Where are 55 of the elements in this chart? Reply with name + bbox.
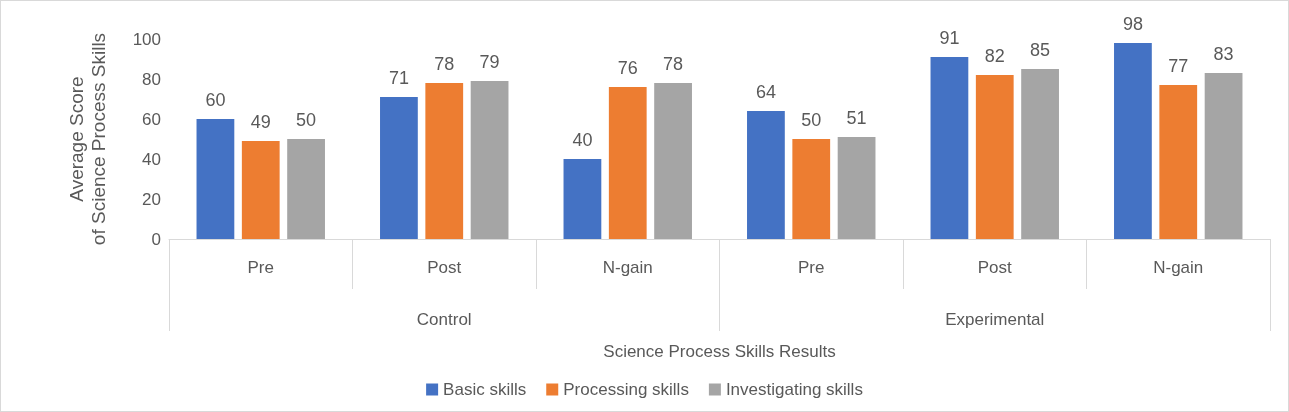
- bar: [608, 87, 647, 239]
- text: Experimental: [945, 310, 1045, 329]
- y-tick-label: 20: [142, 189, 161, 209]
- data-label: 98: [1122, 14, 1143, 34]
- legend-label: Investigating skills: [725, 380, 863, 399]
- data-label: 79: [479, 52, 500, 72]
- data-label: 51: [846, 108, 867, 128]
- bar: [792, 139, 831, 239]
- data-label: 50: [296, 110, 317, 130]
- bar: [380, 97, 418, 239]
- y-tick-label: 100: [132, 29, 161, 49]
- data-label: 82: [984, 46, 1005, 66]
- data-label: 78: [434, 54, 455, 74]
- legend-label: Basic skills: [443, 380, 527, 399]
- bar: [930, 57, 969, 239]
- bar: [1114, 43, 1152, 239]
- x-tick-label: Post: [977, 258, 1013, 277]
- data-label: 49: [250, 112, 271, 132]
- data-label: 78: [663, 54, 684, 74]
- y-tick-label: 40: [142, 149, 161, 169]
- x-tick-label: Pre: [798, 258, 825, 277]
- bar: [837, 137, 876, 239]
- bar: [1159, 85, 1198, 239]
- bar: [196, 119, 235, 239]
- data-label: 71: [388, 68, 409, 88]
- bar: [1204, 73, 1243, 239]
- x-tick-label: N-gain: [602, 258, 653, 277]
- bar: [1021, 69, 1059, 239]
- x-tick-label: Pre: [247, 258, 274, 277]
- y-tick-label: 80: [142, 69, 161, 89]
- data-label: 83: [1213, 44, 1234, 64]
- x-tick-label: Post: [427, 258, 462, 277]
- data-label: 40: [572, 130, 593, 150]
- bar: [563, 159, 602, 239]
- text: Control: [416, 310, 472, 329]
- legend-label: Processing skills: [563, 380, 689, 399]
- data-label: 60: [205, 90, 226, 110]
- x-tick-label: N-gain: [1153, 258, 1204, 277]
- x-axis-title: Science Process Skills Results: [603, 342, 836, 361]
- data-label: 76: [617, 58, 638, 78]
- data-label: 64: [755, 82, 776, 102]
- data-label: 85: [1030, 40, 1051, 60]
- data-label: 50: [801, 110, 822, 130]
- y-axis-title: Average Score of Science Process Skills: [65, 32, 109, 246]
- bar: [470, 81, 509, 239]
- bar: [241, 141, 280, 239]
- data-label: 91: [939, 28, 960, 48]
- y-tick-label: 0: [151, 229, 161, 249]
- y-tick-label: 60: [142, 109, 161, 129]
- bar: [425, 83, 464, 239]
- bar: [975, 75, 1014, 239]
- bar: [747, 111, 785, 239]
- data-label: 77: [1168, 56, 1189, 76]
- bar: [287, 139, 325, 239]
- bar: [654, 83, 692, 239]
